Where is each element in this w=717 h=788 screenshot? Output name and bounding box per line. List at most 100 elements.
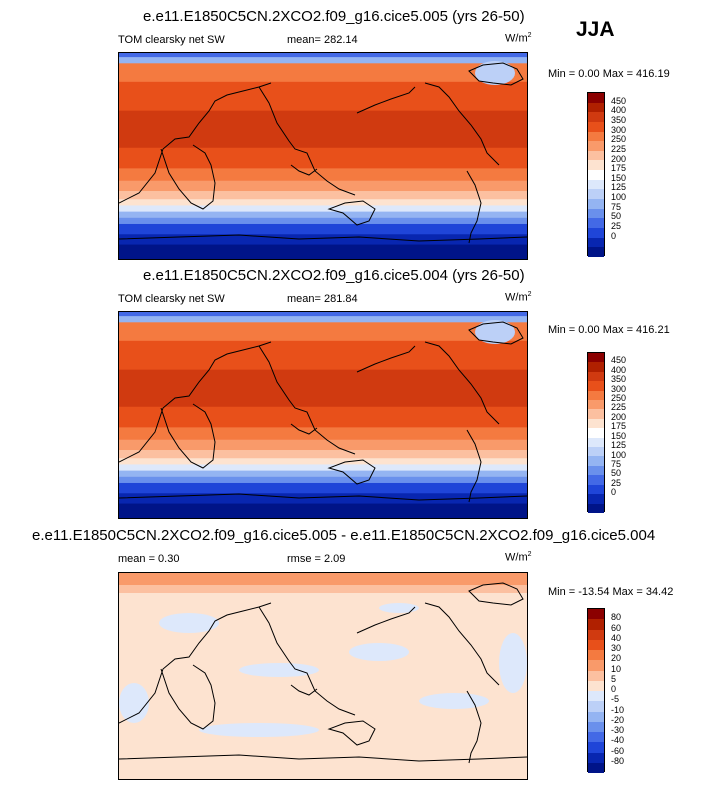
colorbar-tick-label: 30	[611, 643, 622, 653]
colorbar-tick-label: 250	[611, 393, 627, 404]
map-band	[119, 199, 527, 206]
coastline	[327, 200, 376, 226]
map-band	[119, 205, 527, 213]
colorbar-tick-label: -60	[611, 745, 625, 756]
map-band	[119, 470, 527, 478]
colorbar-swatch	[588, 400, 604, 410]
map-band	[119, 217, 527, 225]
colorbar-tick-label: 5	[611, 673, 617, 684]
map-band	[119, 223, 527, 235]
coastline	[258, 606, 356, 716]
coastline	[258, 86, 356, 196]
colorbar-swatch	[588, 102, 604, 113]
map-band	[119, 476, 527, 484]
coastline	[424, 341, 500, 425]
colorbar-swatch	[588, 199, 604, 209]
map-patch	[159, 613, 219, 633]
map-band	[119, 191, 527, 200]
panel3-title: e.e11.E1850C5CN.2XCO2.f09_g16.cice5.005 …	[32, 527, 656, 544]
panel2-mean-label: mean= 281.84	[287, 293, 358, 305]
coastline	[356, 606, 416, 634]
colorbar-tick-label: 0	[611, 487, 617, 498]
colorbar-swatch	[588, 141, 604, 151]
colorbar-swatch	[588, 465, 604, 476]
colorbar-swatch	[588, 409, 604, 419]
colorbar-swatch	[588, 494, 604, 504]
colorbar-swatch	[588, 237, 604, 248]
colorbar-swatch	[588, 121, 604, 132]
colorbar-tick-label: 100	[611, 192, 627, 203]
map-band	[119, 244, 527, 259]
coastline	[327, 720, 376, 746]
colorbar-tick-label: 60	[611, 622, 622, 633]
colorbar-swatches	[587, 608, 605, 773]
colorbar-tick-label: 400	[611, 105, 627, 116]
colorbar-swatch	[588, 371, 604, 382]
colorbar-swatch	[588, 353, 604, 363]
colorbar-tick-label: 25	[611, 221, 622, 232]
panel2-title: e.e11.E1850C5CN.2XCO2.f09_g16.cice5.004 …	[143, 267, 525, 284]
coastline	[160, 403, 216, 469]
map-patch	[349, 643, 409, 661]
panel1-variable-label: TOM clearsky net SW	[118, 34, 225, 46]
colorbar-swatches	[587, 352, 605, 513]
colorbar-swatch	[588, 762, 604, 773]
colorbar-tick-label: 10	[611, 663, 622, 674]
panel3-rmse-label: rmse = 2.09	[287, 553, 346, 565]
colorbar-tick-label: 0	[611, 684, 617, 694]
map-patch	[379, 603, 419, 613]
coastline	[290, 164, 318, 176]
colorbar-swatch	[588, 390, 604, 401]
map-band	[119, 493, 527, 505]
colorbar-swatch	[588, 619, 604, 630]
colorbar-tick-label: 75	[611, 458, 622, 469]
panel1-units: W/m2	[505, 32, 532, 45]
colorbar-swatch	[588, 227, 604, 238]
map-patch	[419, 693, 489, 709]
panel3-minmax: Min = -13.54 Max = 34.42	[548, 586, 674, 598]
colorbar-tick-label: 80	[611, 612, 622, 623]
colorbar-tick-label: -20	[611, 714, 625, 725]
map-band	[119, 110, 527, 149]
coastline	[468, 62, 524, 86]
colorbar-tick-label: -10	[611, 704, 625, 715]
coastline	[119, 82, 272, 204]
coastline	[424, 602, 500, 686]
map-band	[119, 458, 527, 465]
coastline	[424, 82, 500, 166]
colorbar-swatch	[588, 189, 604, 200]
map-band	[119, 180, 527, 192]
panel2-units: W/m2	[505, 291, 532, 304]
colorbar-tick-label: 175	[611, 163, 627, 174]
map-band	[119, 585, 527, 593]
map-band	[119, 464, 527, 472]
colorbar-tick-label: 225	[611, 402, 627, 413]
colorbar-tick-label: 50	[611, 211, 622, 222]
colorbar-swatch	[588, 650, 604, 661]
colorbar-swatch	[588, 670, 604, 681]
colorbar-swatch	[588, 93, 604, 103]
colorbar-swatch	[588, 170, 604, 180]
colorbar-tick-label: 225	[611, 143, 627, 154]
map-band	[119, 503, 527, 518]
panel2-minmax: Min = 0.00 Max = 416.21	[548, 324, 670, 336]
colorbar-swatch	[588, 160, 604, 171]
panel1-title: e.e11.E1850C5CN.2XCO2.f09_g16.cice5.005 …	[143, 8, 525, 25]
colorbar-tick-label: 25	[611, 477, 622, 488]
colorbar-swatch	[588, 484, 604, 495]
colorbar-tick-label: 450	[611, 355, 627, 366]
map-patch	[239, 663, 319, 677]
colorbar-tick-label: 125	[611, 440, 627, 451]
coastline	[466, 429, 482, 503]
coastline	[160, 664, 216, 730]
colorbar-tick-label: 0	[611, 230, 617, 241]
greenland-patch	[475, 61, 515, 85]
map-band	[119, 53, 527, 58]
colorbar-tick-label: 100	[611, 449, 627, 460]
colorbar-swatch	[588, 418, 604, 429]
coastline	[356, 345, 416, 373]
season-label: JJA	[576, 18, 615, 41]
colorbar-tick-label: 20	[611, 653, 622, 664]
coastline	[356, 86, 416, 114]
colorbar-swatch	[588, 701, 604, 712]
